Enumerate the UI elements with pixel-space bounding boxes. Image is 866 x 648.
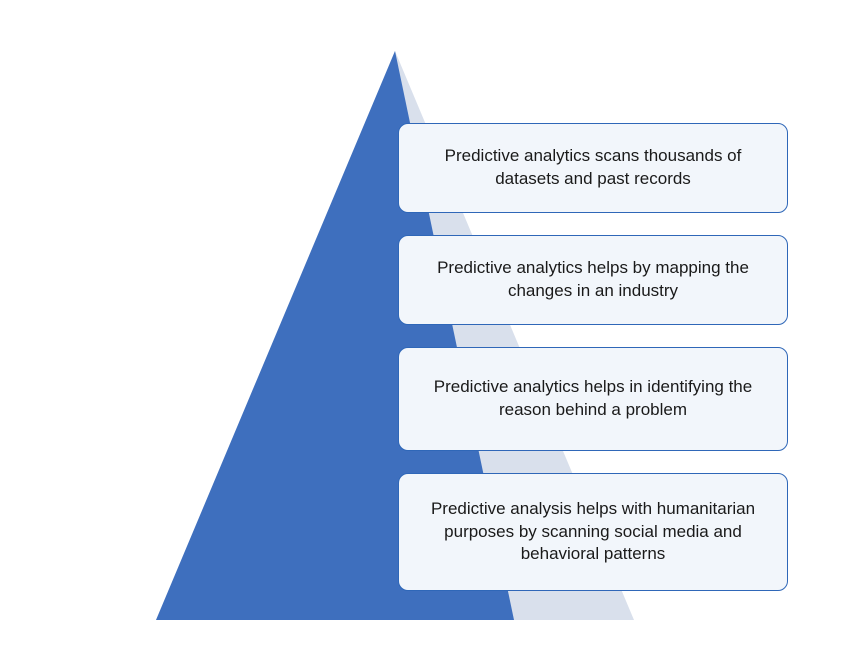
callout-box: Predictive analytics helps by mapping th… xyxy=(398,235,788,325)
callout-box: Predictive analytics helps in identifyin… xyxy=(398,347,788,451)
callout-box: Predictive analytics scans thousands of … xyxy=(398,123,788,213)
callout-box: Predictive analysis helps with humanitar… xyxy=(398,473,788,591)
callout-list: Predictive analytics scans thousands of … xyxy=(398,123,788,591)
